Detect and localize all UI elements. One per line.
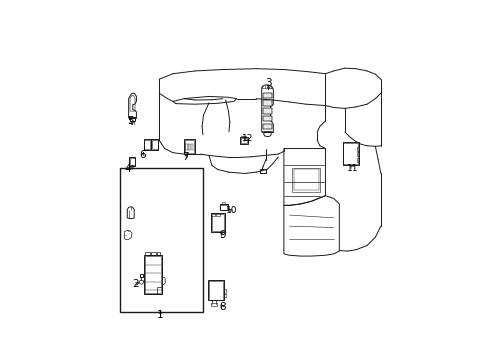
Bar — [342, 143, 358, 165]
Bar — [152, 140, 158, 149]
Bar — [262, 108, 272, 114]
Bar — [356, 147, 359, 151]
Text: 11: 11 — [346, 164, 358, 173]
Bar — [216, 213, 220, 216]
Bar — [211, 303, 217, 306]
Bar — [262, 116, 272, 121]
Bar — [292, 168, 319, 192]
Bar — [293, 169, 318, 190]
Bar — [212, 214, 224, 231]
Bar — [188, 144, 190, 150]
Bar — [224, 289, 226, 293]
Bar — [144, 252, 149, 255]
Bar — [262, 108, 272, 114]
Bar — [356, 152, 359, 156]
Bar — [262, 123, 272, 129]
Text: 7: 7 — [182, 152, 188, 162]
Bar — [191, 144, 193, 150]
Bar — [129, 157, 135, 166]
Bar — [220, 204, 227, 210]
Bar — [140, 274, 143, 278]
Bar — [143, 255, 162, 294]
Bar — [343, 143, 357, 164]
Bar — [262, 93, 272, 98]
Bar — [243, 136, 245, 138]
Bar — [240, 136, 243, 138]
Bar — [183, 139, 195, 154]
Bar — [211, 213, 224, 232]
Text: 1: 1 — [157, 310, 163, 320]
Text: 2: 2 — [132, 279, 139, 289]
Text: 8: 8 — [219, 302, 225, 312]
Bar — [240, 138, 247, 144]
Bar — [120, 168, 203, 312]
Bar — [262, 93, 272, 98]
Bar — [129, 158, 135, 165]
Bar — [262, 100, 272, 106]
Bar — [208, 280, 224, 301]
Bar — [262, 116, 272, 121]
Text: 10: 10 — [225, 206, 237, 215]
Bar — [185, 144, 187, 150]
Text: 4: 4 — [124, 164, 131, 174]
Text: 6: 6 — [139, 150, 145, 161]
Bar — [209, 281, 223, 300]
Bar — [262, 123, 272, 129]
Bar — [224, 293, 226, 297]
Bar — [144, 140, 150, 149]
Bar — [157, 252, 160, 255]
Bar — [356, 158, 359, 162]
Text: 3: 3 — [265, 78, 271, 89]
Bar — [150, 252, 156, 255]
Bar — [219, 204, 227, 210]
Text: 12: 12 — [241, 134, 252, 143]
Bar — [240, 138, 247, 143]
Bar — [151, 139, 158, 150]
Bar — [143, 139, 150, 150]
Bar — [144, 256, 161, 293]
Bar — [260, 169, 265, 174]
Bar — [184, 140, 194, 153]
Text: 5: 5 — [126, 116, 133, 126]
Bar — [211, 213, 215, 216]
Bar — [222, 202, 224, 204]
Bar — [130, 117, 135, 121]
Bar — [157, 287, 162, 294]
Bar — [129, 165, 132, 167]
Bar — [262, 100, 272, 106]
Text: 9: 9 — [219, 230, 225, 240]
